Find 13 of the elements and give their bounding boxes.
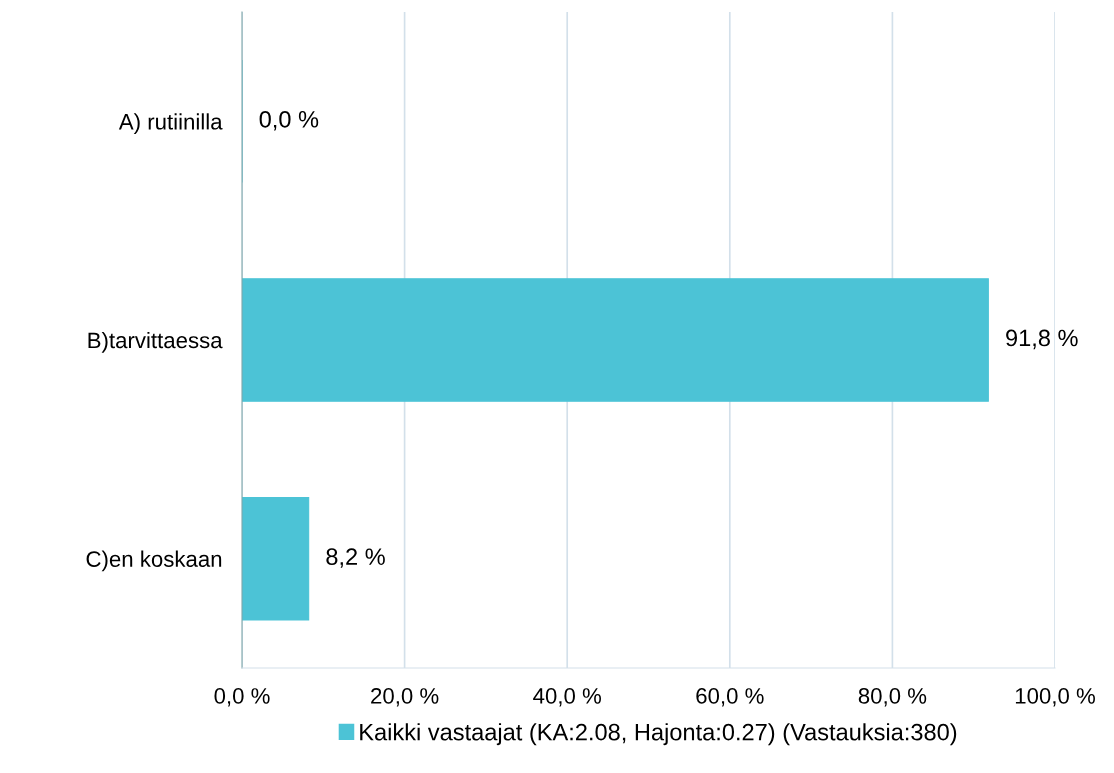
x-tick-label: 0,0 %	[214, 688, 270, 707]
data-label: 91,8 %	[1006, 329, 1078, 350]
x-tick-label: 40,0 %	[533, 688, 601, 707]
x-tick-label: 20,0 %	[371, 688, 439, 707]
x-tick-label: 100,0 %	[1015, 688, 1095, 707]
x-tick-label: 80,0 %	[858, 688, 927, 707]
x-tick-label: 60,0 %	[696, 688, 764, 707]
y-tick-label: A) rutiinilla	[118, 113, 223, 134]
data-label: 8,2 %	[326, 548, 385, 568]
y-tick-label: B)tarvittaessa	[88, 331, 223, 353]
data-label: 0,0 %	[259, 110, 319, 131]
y-tick-label: C)en koskaan	[86, 550, 222, 572]
legend-label: Kaikki vastaajat (KA:2.08, Hajonta:0.27) (Vastauksia:380)	[360, 723, 957, 746]
